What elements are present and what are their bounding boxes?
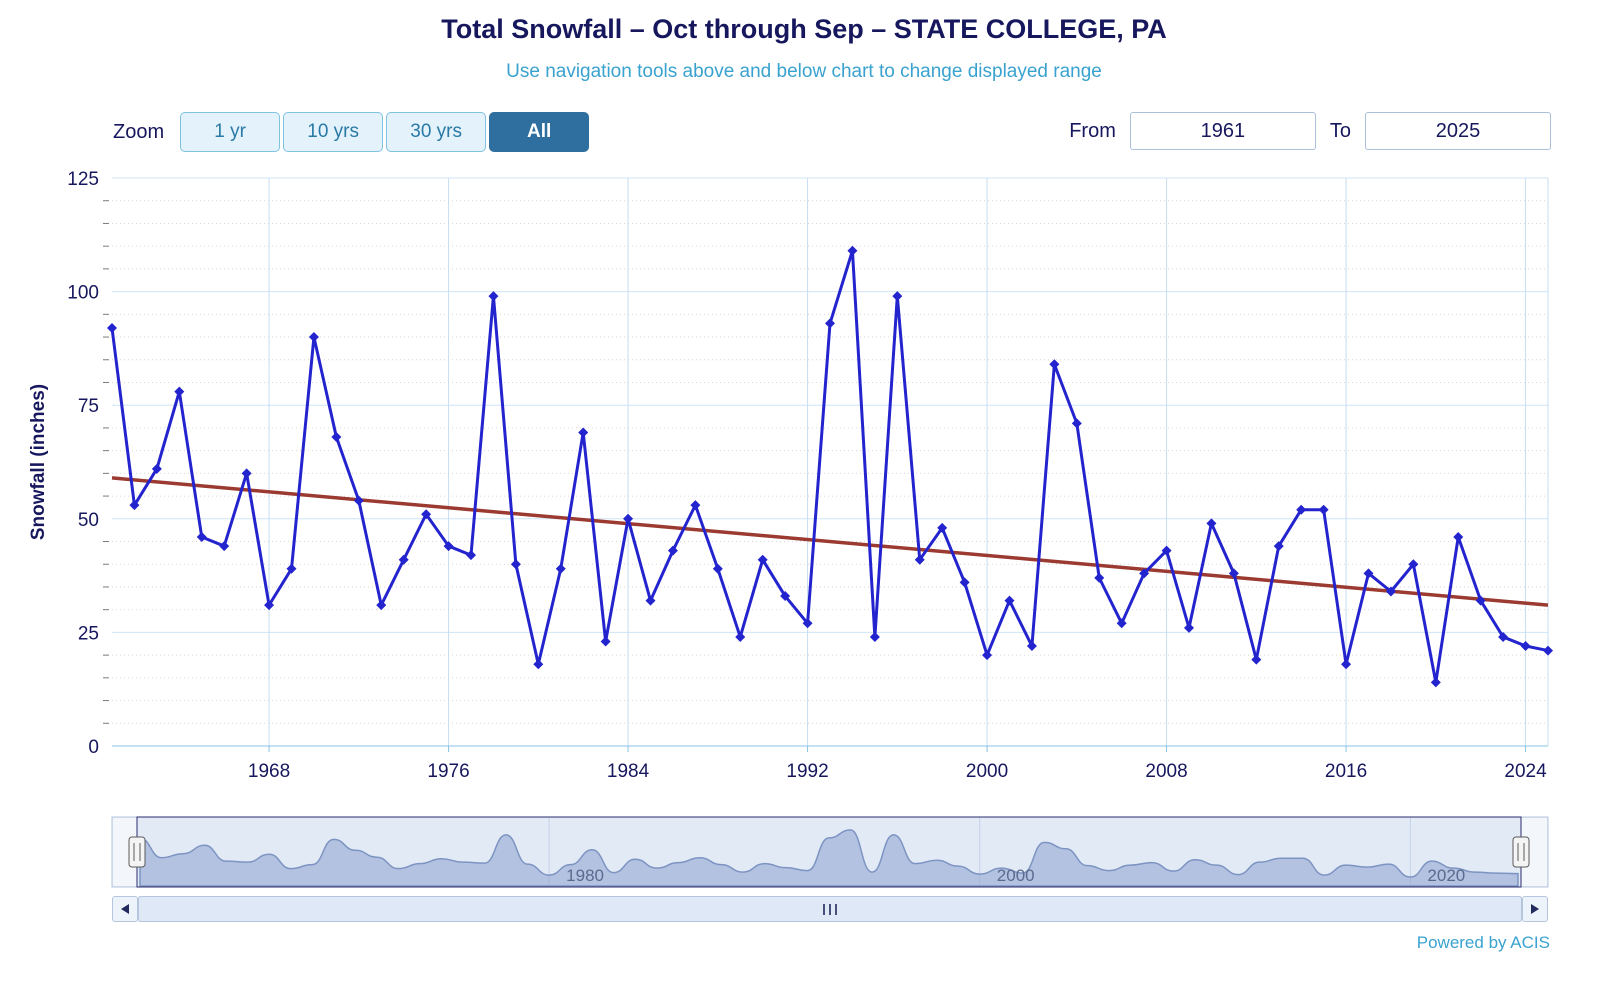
navigator-area-series (139, 829, 1519, 887)
right-arrow-icon (1531, 904, 1539, 914)
x-axis-labels: 1968 1976 1984 1992 2000 2008 2016 2024 (248, 761, 1547, 782)
from-label: From (1069, 119, 1116, 142)
svg-text:100: 100 (67, 283, 99, 304)
trend-line (111, 476, 1549, 607)
main-chart[interactable]: 0 25 50 75 100 125 1968 1976 1984 1992 2000 2008 201… (0, 160, 1608, 800)
svg-text:2016: 2016 (1325, 761, 1367, 782)
y-axis-title: Snowfall (inches) (28, 384, 49, 540)
y-minor-gridlines (103, 200, 1548, 724)
svg-text:75: 75 (78, 396, 99, 417)
svg-text:2000: 2000 (997, 866, 1035, 885)
page-title: Total Snowfall – Oct through Sep – STATE… (441, 14, 1167, 44)
y-major-gridlines (112, 177, 1548, 747)
svg-text:1984: 1984 (607, 761, 650, 782)
zoom-button-group: Zoom 1 yr 10 yrs 30 yrs All (113, 112, 590, 152)
toolbar: Zoom 1 yr 10 yrs 30 yrs All From To (0, 112, 1608, 152)
svg-text:125: 125 (67, 169, 99, 190)
svg-text:2000: 2000 (966, 761, 1008, 782)
zoom-label: Zoom (113, 120, 165, 143)
svg-text:2024: 2024 (1504, 761, 1547, 782)
to-year-input[interactable] (1365, 112, 1551, 150)
svg-text:2008: 2008 (1145, 761, 1187, 782)
y-axis-labels: 0 25 50 75 100 125 (67, 169, 99, 758)
navigator-right-handle[interactable] (1512, 836, 1530, 868)
svg-text:1980: 1980 (566, 866, 604, 885)
left-arrow-icon (121, 904, 129, 914)
scrollbar-track[interactable] (138, 896, 1522, 922)
scrollbar (112, 896, 1548, 922)
series-markers (107, 245, 1553, 688)
svg-text:2020: 2020 (1427, 866, 1465, 885)
x-gridlines (268, 178, 1549, 746)
snowfall-series-line (110, 249, 1549, 684)
zoom-button-30yrs[interactable]: 30 yrs (386, 112, 487, 152)
scrollbar-left-button[interactable] (112, 896, 138, 922)
navigator-left-handle[interactable] (128, 836, 146, 868)
x-axis (112, 745, 1548, 752)
navigator-masks (113, 818, 1547, 886)
scrollbar-right-button[interactable] (1522, 896, 1548, 922)
zoom-button-10yrs[interactable]: 10 yrs (283, 112, 384, 152)
svg-text:50: 50 (78, 510, 99, 531)
navigator-axis-labels: 1980 2000 2020 (566, 866, 1465, 885)
navigator[interactable]: 1980 2000 2020 (0, 800, 1608, 896)
scrollbar-thumb[interactable] (138, 896, 1522, 922)
svg-text:1976: 1976 (427, 761, 469, 782)
to-label: To (1329, 119, 1351, 142)
svg-text:25: 25 (78, 623, 99, 644)
page-subtitle: Use navigation tools above and below cha… (506, 61, 1102, 82)
zoom-button-all[interactable]: All (489, 112, 590, 152)
zoom-button-1yr[interactable]: 1 yr (180, 112, 281, 152)
svg-text:1968: 1968 (248, 761, 290, 782)
date-range-group: From To (1069, 112, 1551, 150)
scrollbar-grip-icon (821, 903, 839, 915)
powered-by-acis-link[interactable]: Powered by ACIS (1416, 933, 1550, 952)
svg-text:0: 0 (88, 737, 99, 758)
svg-text:1992: 1992 (786, 761, 828, 782)
from-year-input[interactable] (1129, 112, 1316, 150)
